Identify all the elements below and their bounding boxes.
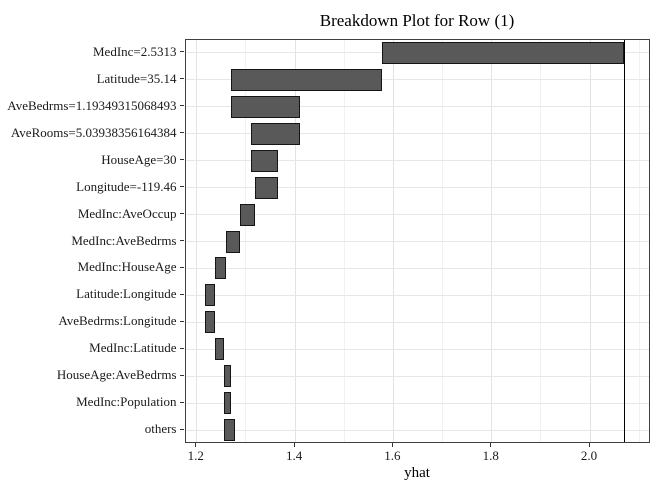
y-axis-label: Longitude=-119.46 — [76, 178, 177, 194]
y-axis-label: others — [144, 421, 177, 437]
gridline-row — [185, 429, 649, 431]
gridline-major — [392, 39, 394, 442]
waterfall-bar — [250, 149, 278, 172]
waterfall-bar — [239, 203, 256, 226]
waterfall-bar — [205, 311, 215, 334]
waterfall-bar — [224, 392, 232, 415]
y-axis-label: MedInc:Latitude — [89, 340, 177, 356]
waterfall-bar — [255, 176, 278, 199]
gridline-row — [185, 241, 649, 242]
waterfall-bar — [205, 284, 215, 307]
waterfall-bar — [226, 230, 240, 253]
y-axis-label: AveBedrms=1.19349315068493 — [7, 97, 177, 113]
gridline-minor — [442, 39, 444, 442]
gridline-row — [185, 133, 649, 135]
y-axis-label: AveRooms=5.03938356164384 — [10, 124, 177, 140]
y-axis-label: MedInc:AveOccup — [77, 205, 177, 221]
x-tick-mark — [293, 442, 295, 447]
plot-panel — [184, 38, 650, 443]
x-tick-label: 1.4 — [285, 447, 303, 463]
gridline-row — [185, 321, 649, 323]
gridline-minor — [245, 39, 247, 442]
waterfall-bar — [382, 41, 625, 64]
gridline-minor — [638, 39, 640, 442]
gridline-row — [185, 79, 649, 81]
y-tick-mark — [180, 347, 184, 349]
y-tick-mark — [180, 105, 184, 107]
gridline-major — [491, 39, 493, 442]
gridline-major — [196, 39, 198, 442]
chart-title: Breakdown Plot for Row (1) — [319, 11, 515, 30]
y-axis-label: MedInc:AveBedrms — [71, 232, 177, 248]
waterfall-bar — [224, 365, 232, 388]
intercept-line — [623, 39, 626, 442]
x-tick-mark — [490, 442, 492, 447]
x-tick-mark — [588, 442, 590, 447]
x-tick-label: 1.8 — [482, 447, 499, 463]
y-tick-mark — [180, 320, 184, 322]
y-tick-mark — [180, 293, 184, 295]
y-tick-mark — [180, 51, 184, 53]
gridline-row — [185, 348, 649, 350]
gridline-row — [185, 267, 649, 269]
y-tick-mark — [180, 159, 184, 161]
x-tick-mark — [195, 442, 197, 447]
y-tick-mark — [180, 240, 184, 241]
x-tick-label: 1.6 — [384, 447, 401, 463]
x-tick-label: 1.2 — [187, 447, 204, 463]
gridline-row — [185, 160, 649, 162]
y-axis-label: MedInc=2.5313 — [92, 43, 177, 59]
y-axis-label: MedInc:HouseAge — [77, 259, 177, 275]
waterfall-bar — [231, 68, 383, 91]
x-tick-label: 2.0 — [580, 447, 598, 463]
y-axis-label: AveBedrms:Longitude — [58, 313, 177, 329]
y-axis-label: HouseAge:AveBedrms — [56, 367, 177, 383]
gridline-row — [185, 187, 649, 189]
y-tick-mark — [180, 78, 184, 80]
y-tick-mark — [180, 186, 184, 188]
y-tick-mark — [180, 374, 184, 376]
gridline-row — [185, 106, 649, 108]
gridline-row — [185, 402, 649, 404]
gridline-major — [294, 39, 296, 442]
y-axis-label: HouseAge=30 — [101, 151, 177, 167]
y-axis-label: Latitude=35.14 — [96, 70, 177, 86]
y-tick-mark — [180, 401, 184, 403]
gridline-major — [589, 39, 591, 442]
y-axis-label: MedInc:Population — [76, 394, 177, 410]
gridline-row — [185, 214, 649, 216]
y-tick-mark — [180, 266, 184, 268]
x-axis-title: yhat — [404, 464, 430, 481]
waterfall-bar — [250, 122, 301, 145]
waterfall-bar — [231, 95, 301, 118]
gridline-row — [185, 294, 649, 296]
gridline-minor — [343, 39, 345, 442]
y-tick-mark — [180, 428, 184, 430]
y-axis-label: Latitude:Longitude — [76, 286, 177, 302]
waterfall-bar — [214, 257, 227, 280]
y-tick-mark — [180, 132, 184, 134]
gridline-minor — [540, 39, 542, 442]
gridline-row — [185, 375, 649, 377]
x-tick-mark — [391, 442, 393, 447]
waterfall-bar — [214, 338, 225, 361]
waterfall-bar — [224, 419, 236, 442]
y-tick-mark — [180, 213, 184, 215]
